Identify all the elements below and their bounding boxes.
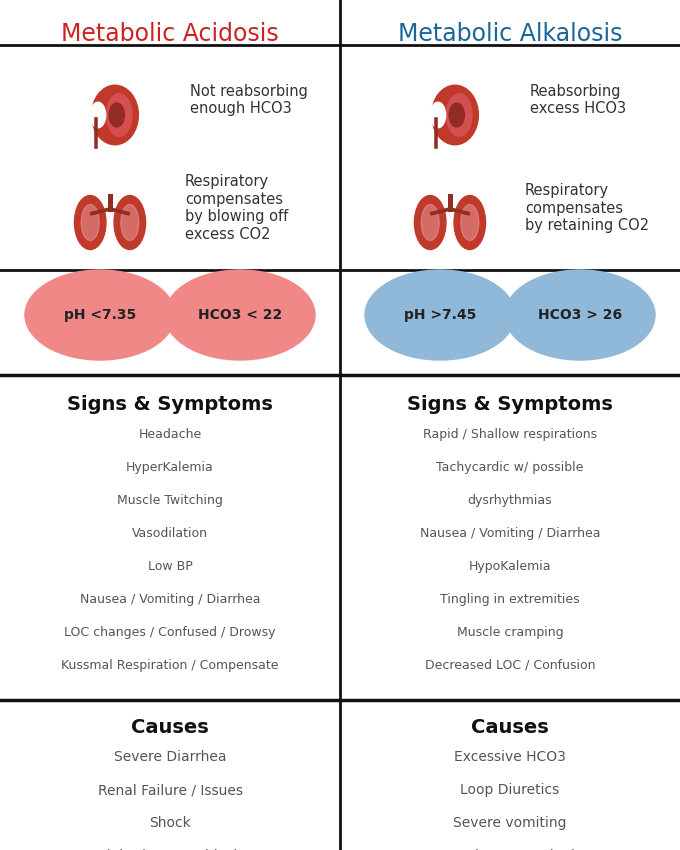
Text: pH >7.45: pH >7.45 (404, 308, 476, 322)
Ellipse shape (81, 205, 99, 241)
Text: Tachycardic w/ possible: Tachycardic w/ possible (437, 461, 583, 474)
Ellipse shape (25, 270, 175, 360)
Text: Diabetic Ketoacidosis: Diabetic Ketoacidosis (96, 849, 244, 850)
Ellipse shape (461, 205, 479, 241)
Ellipse shape (121, 205, 139, 241)
Ellipse shape (74, 196, 106, 250)
Text: Signs & Symptoms: Signs & Symptoms (67, 395, 273, 414)
Ellipse shape (92, 85, 138, 144)
Text: Excessive HCO3: Excessive HCO3 (454, 750, 566, 764)
Text: Respiratory
compensates
by retaining CO2: Respiratory compensates by retaining CO2 (525, 183, 649, 233)
Text: Severe Diarrhea: Severe Diarrhea (114, 750, 226, 764)
Ellipse shape (447, 94, 472, 136)
Text: Nausea / Vomiting / Diarrhea: Nausea / Vomiting / Diarrhea (80, 593, 260, 606)
Text: dysrhythmias: dysrhythmias (468, 494, 552, 507)
Text: HCO3 > 26: HCO3 > 26 (538, 308, 622, 322)
Text: Loop Diuretics: Loop Diuretics (460, 783, 560, 797)
Text: HCO3 < 22: HCO3 < 22 (198, 308, 282, 322)
Text: Signs & Symptoms: Signs & Symptoms (407, 395, 613, 414)
Text: HyperKalemia: HyperKalemia (126, 461, 214, 474)
Ellipse shape (505, 270, 655, 360)
Text: Metabolic Acidosis: Metabolic Acidosis (61, 22, 279, 46)
Ellipse shape (421, 205, 439, 241)
Text: Muscle Twitching: Muscle Twitching (117, 494, 223, 507)
Text: Excessive GI Suctioning: Excessive GI Suctioning (428, 849, 592, 850)
Text: Muscle cramping: Muscle cramping (457, 626, 563, 639)
Text: Reabsorbing
excess HCO3: Reabsorbing excess HCO3 (530, 84, 626, 116)
Ellipse shape (449, 103, 464, 127)
Ellipse shape (432, 85, 478, 144)
Text: Rapid / Shallow respirations: Rapid / Shallow respirations (423, 428, 597, 441)
Text: Low BP: Low BP (148, 560, 192, 573)
Ellipse shape (107, 94, 132, 136)
Ellipse shape (109, 103, 124, 127)
Text: Decreased LOC / Confusion: Decreased LOC / Confusion (425, 659, 595, 672)
Text: Renal Failure / Issues: Renal Failure / Issues (97, 783, 243, 797)
Ellipse shape (114, 196, 146, 250)
Ellipse shape (365, 270, 515, 360)
Text: Not reabsorbing
enough HCO3: Not reabsorbing enough HCO3 (190, 84, 308, 116)
Text: HypoKalemia: HypoKalemia (469, 560, 551, 573)
Ellipse shape (454, 196, 486, 250)
Text: pH <7.35: pH <7.35 (64, 308, 136, 322)
Text: Vasodilation: Vasodilation (132, 527, 208, 540)
Ellipse shape (430, 102, 445, 128)
Ellipse shape (165, 270, 315, 360)
Text: Tingling in extremities: Tingling in extremities (440, 593, 580, 606)
Ellipse shape (90, 102, 105, 128)
Text: Metabolic Alkalosis: Metabolic Alkalosis (398, 22, 622, 46)
Text: Causes: Causes (471, 718, 549, 737)
Text: Nausea / Vomiting / Diarrhea: Nausea / Vomiting / Diarrhea (420, 527, 600, 540)
Text: Headache: Headache (138, 428, 202, 441)
Ellipse shape (414, 196, 446, 250)
Text: Causes: Causes (131, 718, 209, 737)
Text: Respiratory
compensates
by blowing off
excess CO2: Respiratory compensates by blowing off e… (185, 174, 288, 241)
Text: Severe vomiting: Severe vomiting (454, 816, 566, 830)
Text: Kussmal Respiration / Compensate: Kussmal Respiration / Compensate (61, 659, 279, 672)
Text: LOC changes / Confused / Drowsy: LOC changes / Confused / Drowsy (64, 626, 276, 639)
Text: Shock: Shock (149, 816, 191, 830)
